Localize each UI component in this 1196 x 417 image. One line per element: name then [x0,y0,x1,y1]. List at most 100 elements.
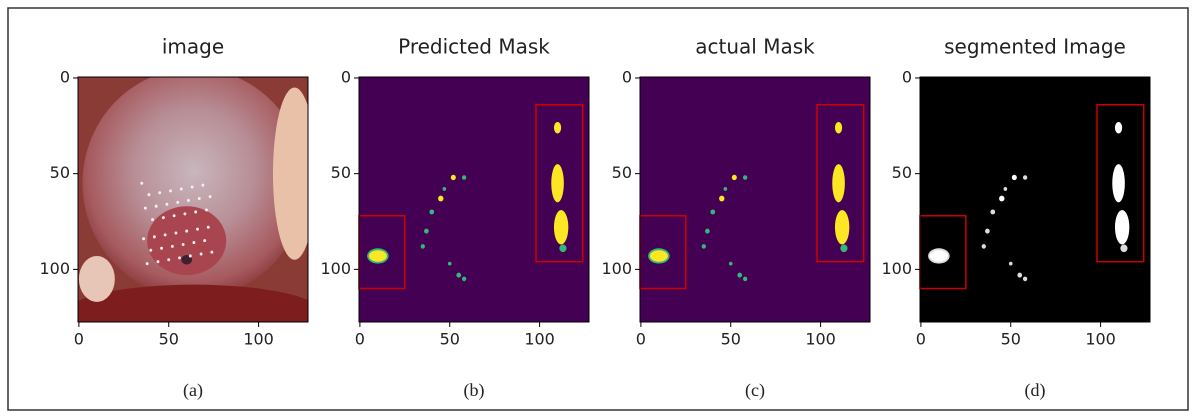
blob [705,228,710,234]
blob [194,210,198,214]
blob [420,244,425,249]
blob [152,235,156,239]
blob [149,248,153,252]
blob [203,239,207,243]
blob [742,175,748,180]
x-tick-label: 50 [721,330,741,349]
blob [990,209,996,215]
blob [553,210,569,245]
blob [834,210,850,245]
y-tick-label: 50 [50,163,70,182]
blob [78,284,308,322]
blob [174,231,178,235]
axes-frame [919,76,1151,323]
blob [165,202,169,206]
image-panel: image (a) 0 50 100 0 50 100 [39,35,309,401]
panel-title: image [162,35,224,59]
blob [181,255,193,265]
blob [461,276,467,282]
blob [181,242,185,247]
blob [208,195,212,199]
x-tick-label: 50 [159,330,179,349]
blob [154,204,158,208]
blob [710,209,716,215]
blob [559,244,567,253]
blob [179,187,183,191]
blob [147,193,151,197]
y-tick-label: 0 [902,67,912,86]
blob [151,218,155,222]
blob [169,189,172,193]
y-tick-label: 0 [341,67,351,86]
blob [1112,164,1125,203]
image-panel: Predicted Mask (b) 0 50 100 0 50 100 [320,35,590,401]
mask-bg [920,77,1150,322]
blob [553,121,562,134]
blob [196,227,199,231]
x-tick-label: 100 [805,330,836,349]
x-tick-label: 100 [1085,330,1116,349]
blob [1017,272,1023,278]
blob [368,250,387,262]
panel-title: segmented Image [944,35,1126,59]
blob [731,174,737,181]
blob [461,175,467,180]
blob [178,256,181,260]
figure-border [7,7,1189,411]
y-tick-label: 100 [881,259,912,278]
blob [1008,261,1013,266]
blob [190,185,194,189]
image-panel: segmented Image (d) 0 50 100 0 50 100 [881,35,1151,401]
blob [199,252,203,256]
mask-bg [640,77,870,322]
blob [156,260,160,264]
y-tick-label: 100 [601,259,632,278]
blob [728,261,733,266]
blob [649,250,668,262]
blob [188,254,192,258]
blob [1114,121,1123,134]
blob [161,216,165,220]
blob [170,244,174,248]
blob [701,244,706,249]
blob [205,208,208,212]
highlight-box [816,104,865,263]
x-tick-label: 50 [1001,330,1021,349]
panel-caption: (c) [745,380,765,401]
x-tick-label: 100 [243,330,274,349]
blob [450,174,456,181]
blob [176,200,180,204]
blob [438,195,444,202]
blob [145,262,149,266]
blob [272,87,308,260]
blob [1114,210,1130,245]
panel-title: actual Mask [695,35,815,59]
blob [551,164,564,203]
blob [424,228,429,234]
blob [1022,175,1028,180]
blob [429,209,435,215]
x-tick-label: 0 [74,330,84,349]
y-tick-label: 50 [612,163,632,182]
blob [719,195,725,202]
blob [1011,174,1017,181]
blob [167,258,171,262]
x-tick-label: 0 [916,330,926,349]
blob [197,197,201,201]
blob [723,187,728,191]
x-tick-label: 50 [440,330,460,349]
y-tick-label: 50 [331,163,351,182]
blob [456,272,462,278]
blob [183,212,187,216]
y-tick-label: 0 [622,67,632,86]
image-content [359,77,589,322]
blob [147,206,227,276]
image-content [640,77,870,322]
panel-title: Predicted Mask [398,35,550,59]
y-tick-label: 100 [320,259,351,278]
blob [1120,244,1128,253]
blob [999,195,1005,202]
blob [929,250,948,262]
y-tick-label: 100 [39,259,70,278]
